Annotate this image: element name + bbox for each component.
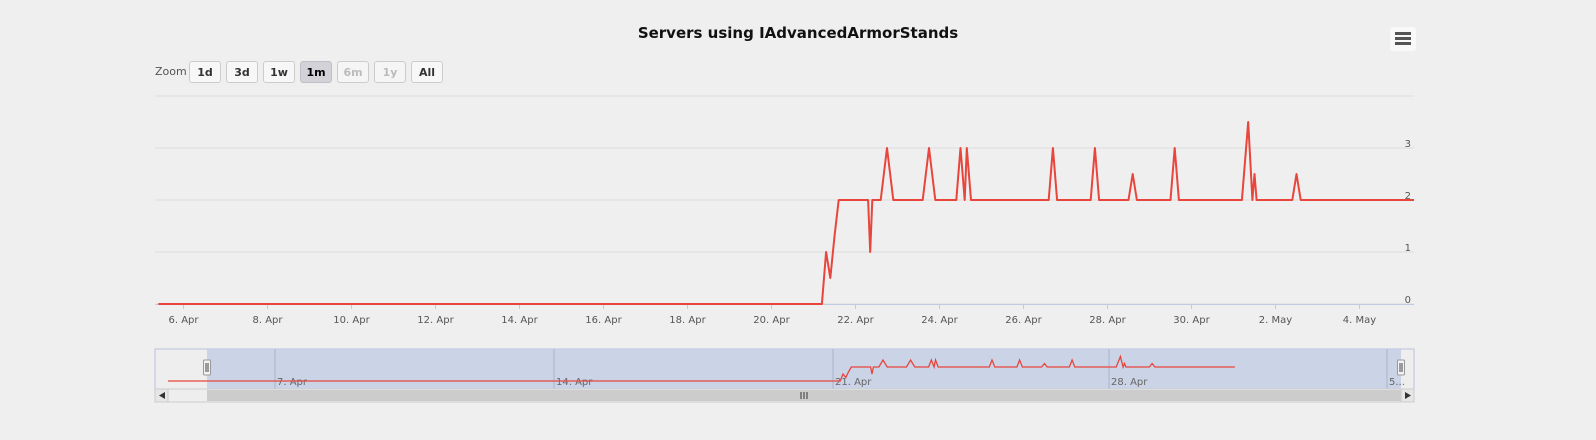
x-tick-label: 18. Apr — [669, 315, 706, 326]
navigator-tick-label: 21. Apr — [835, 377, 872, 388]
zoom-button-1m[interactable]: 1m — [300, 61, 332, 83]
x-tick-label: 8. Apr — [252, 315, 283, 326]
navigator-tick-label: 5... — [1389, 377, 1405, 388]
x-tick-label: 28. Apr — [1089, 315, 1126, 326]
series-line — [158, 121, 1414, 305]
navigator-tick-label: 28. Apr — [1111, 377, 1148, 388]
navigator-tick-label: 14. Apr — [556, 377, 593, 388]
x-tick-label: 2. May — [1259, 315, 1292, 326]
chart-title: Servers using IAdvancedArmorStands — [637, 24, 959, 42]
x-tick-label: 12. Apr — [417, 315, 454, 326]
zoom-button-1w[interactable]: 1w — [263, 61, 295, 83]
x-tick-label: 14. Apr — [501, 315, 538, 326]
y-tick-label: 3 — [1405, 139, 1411, 150]
x-tick-label: 6. Apr — [168, 315, 199, 326]
x-tick-label: 20. Apr — [753, 315, 790, 326]
x-tick-label: 22. Apr — [837, 315, 874, 326]
y-tick-label: 0 — [1405, 295, 1411, 306]
navigator-series-line — [168, 354, 1235, 382]
hamburger-menu-icon — [1395, 42, 1411, 45]
y-tick-label: 2 — [1405, 191, 1411, 202]
x-tick-label: 4. May — [1343, 315, 1376, 326]
navigator-selection — [207, 349, 1401, 389]
x-tick-label: 16. Apr — [585, 315, 622, 326]
zoom-button-6m[interactable]: 6m — [337, 61, 369, 83]
chevron-left-icon — [159, 392, 165, 399]
x-tick-label: 10. Apr — [333, 315, 370, 326]
zoom-button-1d[interactable]: 1d — [189, 61, 221, 83]
chart-menu-button[interactable] — [1390, 27, 1416, 51]
zoom-label: Zoom — [155, 65, 187, 78]
navigator-left-handle[interactable] — [203, 359, 211, 376]
zoom-button-3d[interactable]: 3d — [226, 61, 258, 83]
x-tick-label: 24. Apr — [921, 315, 958, 326]
x-tick-label: 30. Apr — [1173, 315, 1210, 326]
navigator-right-handle[interactable] — [1397, 359, 1405, 376]
hamburger-menu-icon — [1395, 32, 1411, 35]
navigator-tick-label: 7. Apr — [277, 377, 308, 388]
x-tick-label: 26. Apr — [1005, 315, 1042, 326]
chevron-right-icon — [1405, 392, 1411, 399]
zoom-button-1y[interactable]: 1y — [374, 61, 406, 83]
y-tick-label: 1 — [1405, 243, 1411, 254]
zoom-button-all[interactable]: All — [411, 61, 443, 83]
hamburger-menu-icon — [1395, 37, 1411, 40]
